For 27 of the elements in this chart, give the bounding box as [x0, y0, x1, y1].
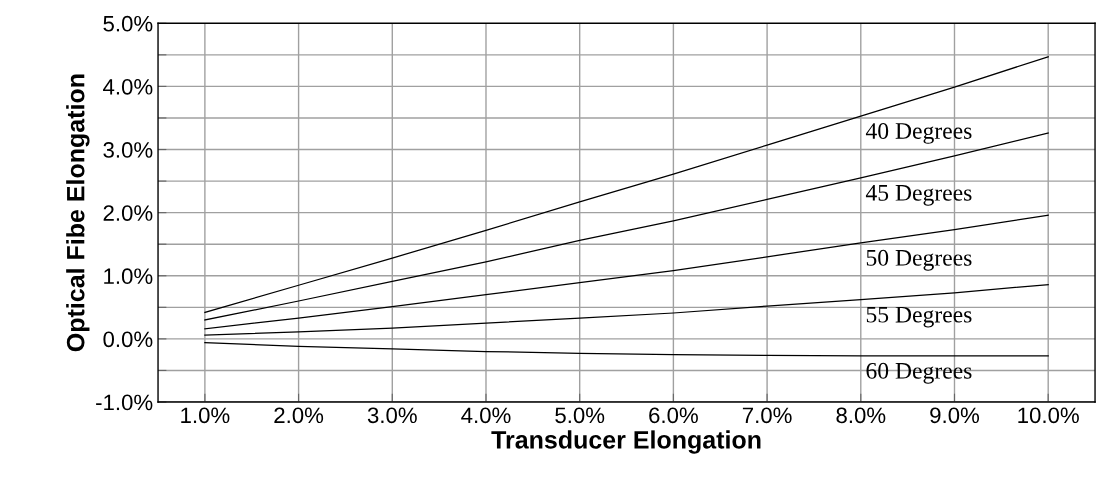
- x-tick-label: 9.0%: [930, 407, 980, 424]
- x-tick-label: 4.0%: [461, 407, 511, 424]
- series-label: 45 Degrees: [865, 185, 972, 206]
- line-series: [204, 283, 1049, 336]
- x-tick-label: 7.0%: [742, 407, 792, 424]
- y-tick-label: 0.0%: [103, 331, 153, 348]
- y-tick-label: 4.0%: [103, 78, 153, 95]
- x-tick-label: 8.0%: [836, 407, 886, 424]
- x-tick-label: 5.0%: [555, 407, 605, 424]
- x-tick-label: 10.0%: [1018, 407, 1079, 424]
- series-label: 50 Degrees: [866, 249, 972, 271]
- line-series: [204, 214, 1049, 330]
- series-label: 60 Degrees: [866, 362, 972, 384]
- x-tick-label: 6.0%: [649, 407, 698, 424]
- y-tick-label: 5.0%: [103, 15, 153, 32]
- y-tick-label: 2.0%: [103, 205, 153, 221]
- series-label: 55 Degrees: [866, 306, 972, 328]
- x-tick-label: 1.0%: [181, 407, 230, 424]
- y-tick-label: 1.0%: [104, 268, 153, 285]
- y-tick-label: 3.0%: [103, 142, 153, 158]
- x-axis-title: Transducer Elongation: [491, 430, 761, 454]
- y-tick-label: -1.0%: [96, 394, 153, 411]
- line-series: [204, 342, 1049, 357]
- series-label: 40 Degrees: [865, 122, 972, 144]
- x-tick-label: 2.0%: [274, 407, 324, 424]
- y-axis-title: Optical Fibe Elongation: [66, 74, 90, 352]
- x-tick-label: 3.0%: [367, 407, 417, 424]
